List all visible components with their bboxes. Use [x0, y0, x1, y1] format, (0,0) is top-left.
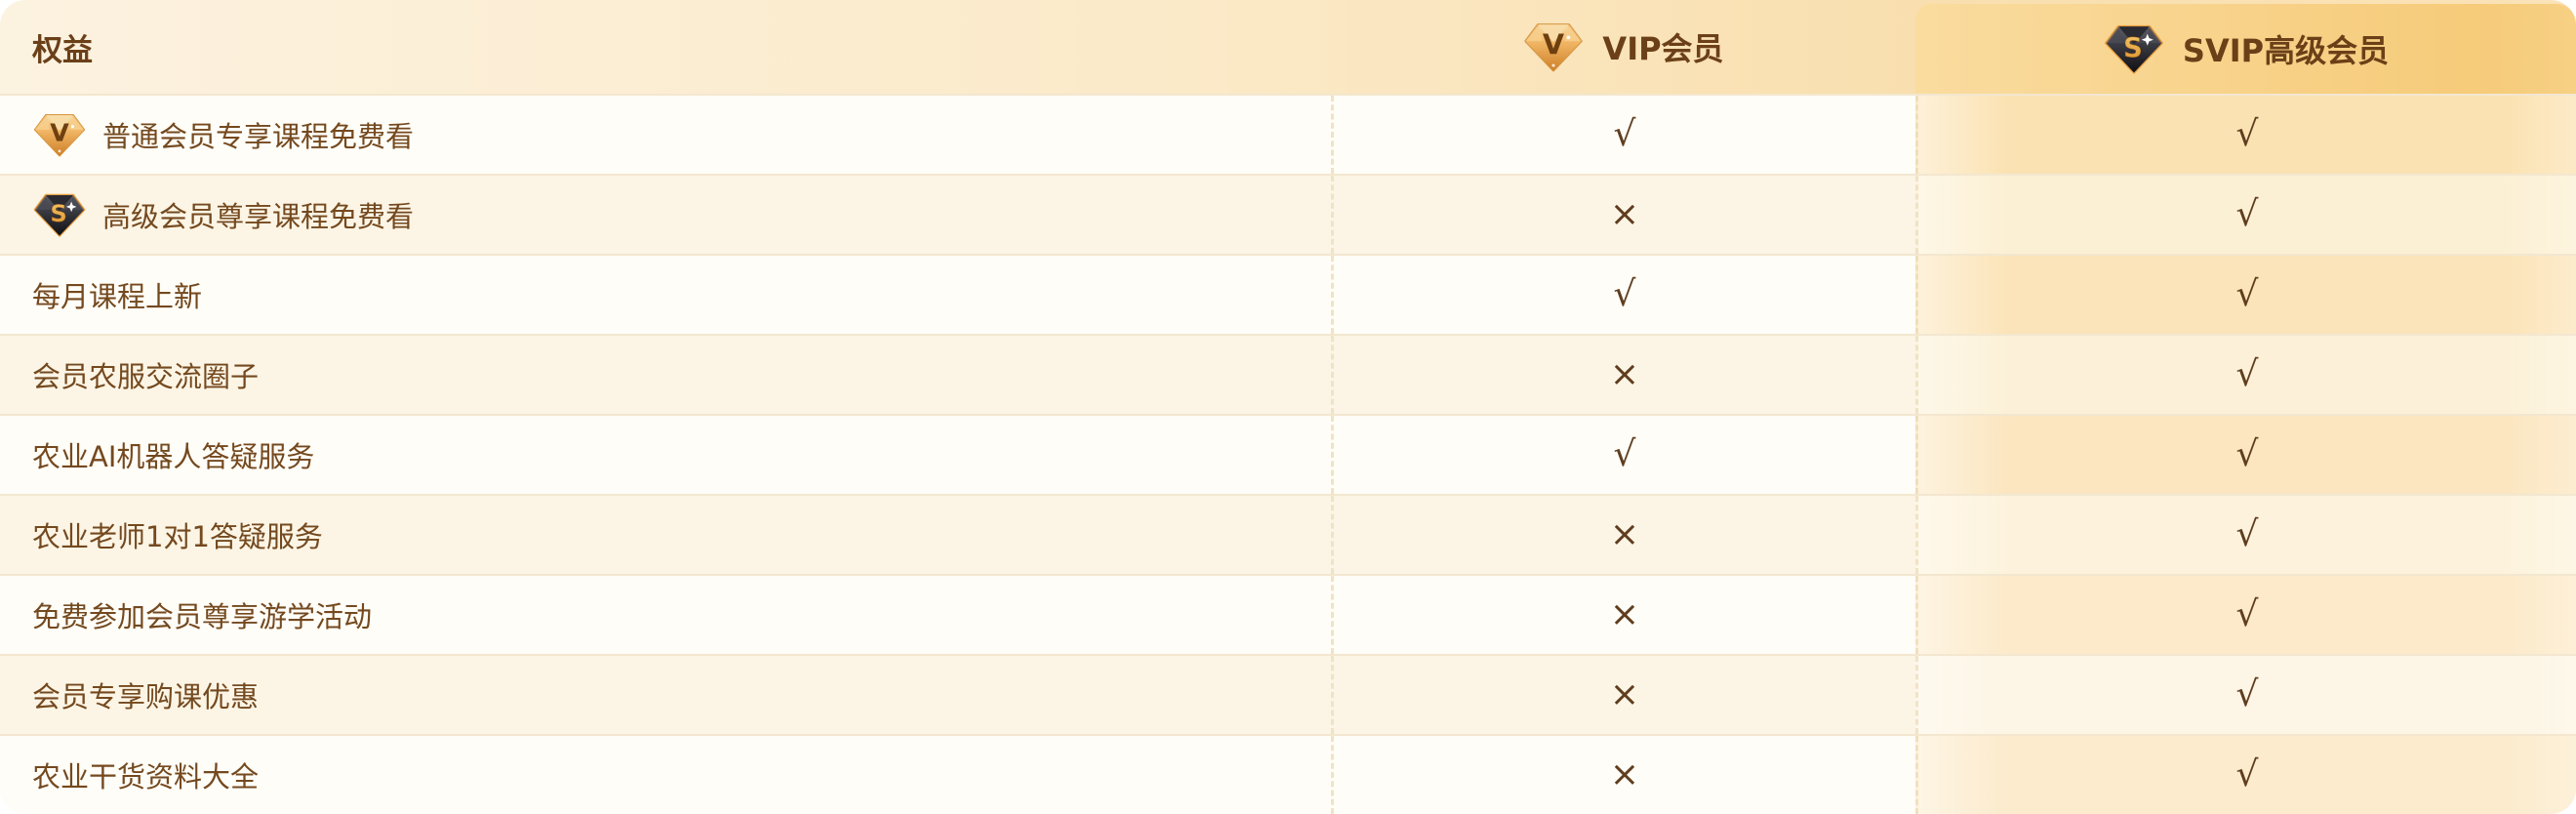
vip-mark-cell: √ [1331, 256, 1915, 334]
svip-mark: √ [2235, 594, 2259, 634]
vip-mark: × [1609, 594, 1640, 634]
benefit-label: 普通会员专享课程免费看 [102, 120, 415, 153]
vip-mark: × [1609, 754, 1640, 794]
vip-column-header-label: VIP会员 [1602, 30, 1724, 67]
svip-mark: √ [2235, 194, 2259, 234]
benefit-cell: 农业干货资料大全 [0, 736, 1331, 814]
vip-mark-cell: √ [1331, 96, 1915, 174]
table-row: S 高级会员尊享课程免费看 × √ [0, 174, 2576, 254]
svip-column-header: S SVIP高级会员 [1915, 4, 2576, 94]
svip-gem-icon: S [2103, 23, 2165, 75]
svip-mark: √ [2235, 434, 2259, 474]
svip-gem-icon: S [32, 192, 87, 238]
benefit-cell: S 高级会员尊享课程免费看 [0, 176, 1331, 254]
vip-gem-icon: V [32, 112, 87, 158]
svip-mark: √ [2235, 754, 2259, 794]
table-row: 农业干货资料大全 × √ [0, 734, 2576, 814]
vip-mark: × [1609, 354, 1640, 394]
benefit-label: 高级会员尊享课程免费看 [102, 200, 415, 233]
vip-mark: × [1609, 194, 1640, 234]
svip-mark-cell: √ [1915, 496, 2576, 574]
svip-mark: √ [2235, 354, 2259, 394]
table-row: 每月课程上新 √ √ [0, 254, 2576, 334]
table-row: 免费参加会员尊享游学活动 × √ [0, 574, 2576, 654]
svip-mark-cell: √ [1915, 416, 2576, 494]
svip-mark-cell: √ [1915, 656, 2576, 734]
svip-mark-cell: √ [1915, 256, 2576, 334]
table-row: 农业AI机器人答疑服务 √ √ [0, 414, 2576, 494]
vip-mark-cell: √ [1331, 416, 1915, 494]
benefit-cell: 农业AI机器人答疑服务 [0, 416, 1331, 494]
benefit-cell: V 普通会员专享课程免费看 [0, 96, 1331, 174]
svip-mark: √ [2235, 114, 2259, 154]
svip-mark: √ [2235, 514, 2259, 554]
svg-text:V: V [1543, 27, 1564, 61]
benefit-cell: 农业老师1对1答疑服务 [0, 496, 1331, 574]
svip-mark-cell: √ [1915, 336, 2576, 414]
benefit-cell: 会员专享购课优惠 [0, 656, 1331, 734]
vip-mark-cell: × [1331, 336, 1915, 414]
benefits-column-header: 权益 [0, 0, 1331, 94]
table-row: 会员农服交流圈子 × √ [0, 334, 2576, 414]
benefit-label: 农业干货资料大全 [32, 760, 260, 794]
vip-gem-icon: V [1522, 21, 1585, 73]
svg-text:S: S [2123, 31, 2143, 62]
vip-mark: √ [1613, 434, 1636, 474]
table-row: V 普通会员专享课程免费看 √ √ [0, 94, 2576, 174]
vip-column-header: V VIP会员 [1331, 0, 1915, 94]
vip-mark: × [1609, 674, 1640, 714]
vip-mark: √ [1613, 274, 1636, 314]
svip-mark-cell: √ [1915, 96, 2576, 174]
svip-mark-cell: √ [1915, 736, 2576, 814]
benefit-cell: 免费参加会员尊享游学活动 [0, 576, 1331, 654]
svip-mark: √ [2235, 674, 2259, 714]
vip-mark-cell: × [1331, 736, 1915, 814]
vip-mark: √ [1613, 114, 1636, 154]
benefit-label: 会员专享购课优惠 [32, 680, 260, 713]
table-body: V 普通会员专享课程免费看 √ √ S 高级会员尊享课程免费看 × √ 每月课程上新 √ √ 会… [0, 94, 2576, 814]
benefit-cell: 会员农服交流圈子 [0, 336, 1331, 414]
vip-mark: × [1609, 514, 1640, 554]
benefits-column-header-label: 权益 [32, 32, 93, 68]
svip-column-header-label: SVIP高级会员 [2182, 32, 2390, 69]
benefit-label: 免费参加会员尊享游学活动 [32, 600, 373, 633]
svg-text:S: S [50, 199, 66, 227]
vip-mark-cell: × [1331, 176, 1915, 254]
svip-mark-cell: √ [1915, 576, 2576, 654]
table-row: 农业老师1对1答疑服务 × √ [0, 494, 2576, 574]
svip-mark-cell: √ [1915, 176, 2576, 254]
vip-mark-cell: × [1331, 656, 1915, 734]
benefit-cell: 每月课程上新 [0, 256, 1331, 334]
vip-mark-cell: × [1331, 496, 1915, 574]
table-row: 会员专享购课优惠 × √ [0, 654, 2576, 734]
svip-mark: √ [2235, 274, 2259, 314]
svg-text:V: V [50, 118, 69, 146]
benefit-label: 农业AI机器人答疑服务 [32, 440, 315, 473]
table-header-row: 权益 V VIP会员 [0, 0, 2576, 94]
benefit-label: 每月课程上新 [32, 280, 203, 313]
benefit-label: 会员农服交流圈子 [32, 360, 260, 393]
vip-mark-cell: × [1331, 576, 1915, 654]
benefit-label: 农业老师1对1答疑服务 [32, 520, 323, 553]
